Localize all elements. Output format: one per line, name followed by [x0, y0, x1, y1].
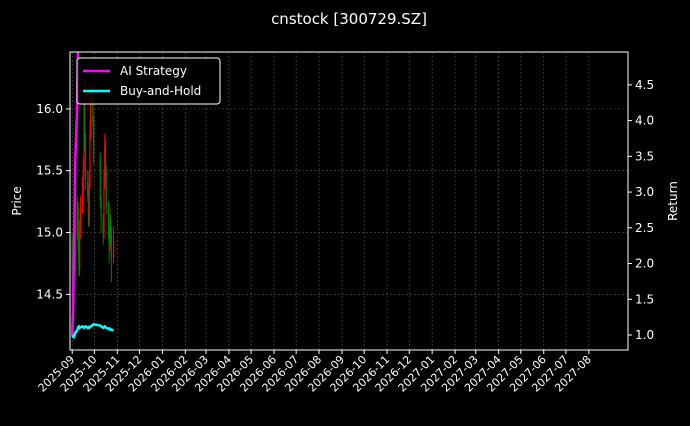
candle-body	[87, 183, 89, 196]
y-left-tick-label: 14.5	[36, 287, 63, 301]
y-left-tick-label: 15.0	[36, 226, 63, 240]
y-right-tick-label: 3.5	[635, 149, 654, 163]
candle-body	[107, 207, 110, 233]
plot-frame	[69, 51, 629, 351]
candle-body	[81, 189, 84, 208]
candle-body	[88, 183, 90, 221]
legend-label-buy-and-hold: Buy-and-Hold	[120, 84, 201, 98]
candle-body	[76, 207, 78, 233]
candle-body	[77, 207, 79, 245]
y-right-tick-label: 3.0	[635, 185, 654, 199]
candle-body	[104, 145, 107, 171]
candle-body	[84, 108, 86, 146]
legend-label-ai-strategy: AI Strategy	[120, 64, 187, 78]
candle-body	[79, 232, 81, 270]
legend: AI Strategy Buy-and-Hold	[76, 57, 221, 105]
y-right-tick-label: 4.0	[635, 114, 654, 128]
series-line-buy-and-hold	[71, 322, 114, 340]
y-right-tick-label: 1.0	[635, 328, 654, 342]
candle-body	[83, 108, 85, 171]
candle-body	[110, 220, 112, 233]
candle-body	[79, 207, 81, 233]
candle-body	[84, 145, 87, 184]
candle-body	[108, 232, 110, 245]
candle-body	[89, 133, 91, 184]
series-line-ai-strategy	[70, 52, 80, 336]
y-left-tick-label: 16.0	[36, 102, 63, 116]
candle-body	[82, 170, 84, 190]
candle-body	[71, 238, 73, 270]
series-lines	[70, 52, 114, 340]
y-right-tick-label: 4.5	[635, 78, 654, 92]
candle-body	[99, 158, 101, 202]
chart-title: cnstock [300729.SZ]	[271, 10, 427, 28]
candle-body	[113, 238, 115, 258]
y-axis-right-label: Return	[666, 181, 680, 221]
axes: 2025-092025-102025-112025-122026-012026-…	[36, 78, 654, 395]
candle-body	[105, 170, 107, 208]
candle-body	[93, 121, 95, 159]
candle-body	[109, 220, 111, 245]
candle-body	[103, 183, 105, 233]
candle-body	[92, 96, 94, 122]
candle-body	[87, 195, 90, 221]
y-right-tick-label: 1.5	[635, 292, 654, 306]
candle-body	[102, 220, 104, 233]
y-axis-left-label: Price	[10, 186, 24, 215]
candle-body	[78, 244, 80, 270]
y-right-tick-label: 2.0	[635, 257, 654, 271]
y-right-tick-label: 2.5	[635, 221, 654, 235]
y-left-tick-label: 15.5	[36, 164, 63, 178]
candle-body	[100, 201, 102, 221]
candle-body	[110, 232, 112, 258]
candle-body	[90, 96, 92, 134]
candle-body	[104, 145, 106, 184]
